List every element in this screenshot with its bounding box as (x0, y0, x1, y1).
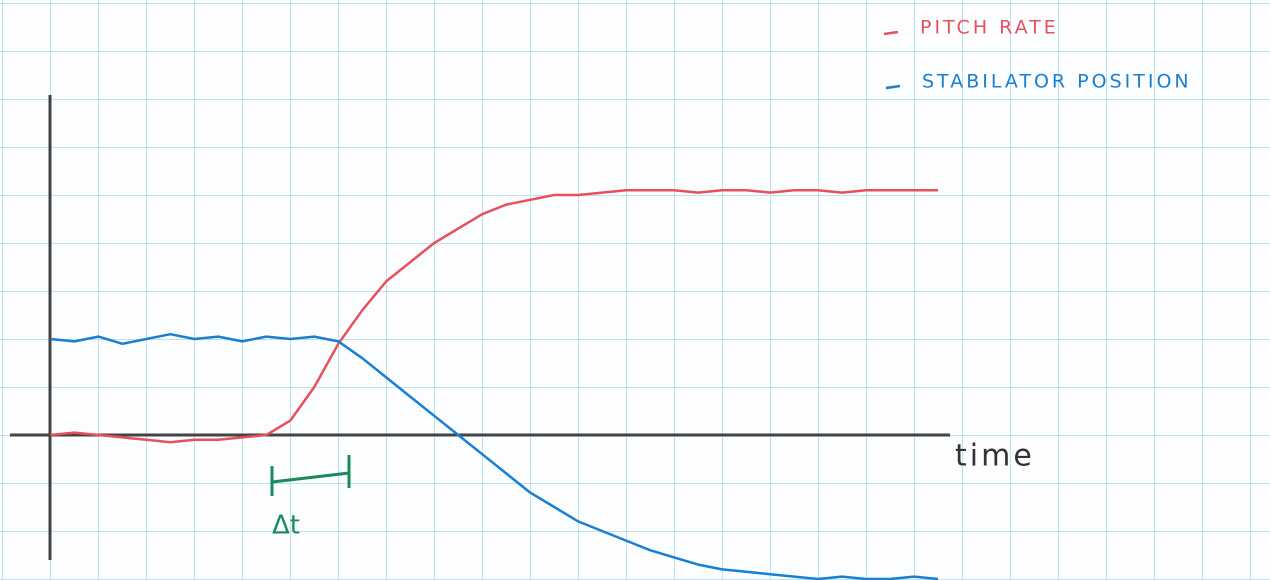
series-line (50, 334, 938, 579)
legend-swatch (884, 32, 898, 34)
page: time Δt PITCH RATESTABILATOR POSITION ((… (0, 0, 1270, 580)
legend: PITCH RATE STABILATOR POSITION (884, 17, 1192, 93)
annotation: Δt (272, 511, 300, 541)
legend-swatch (886, 86, 900, 88)
bracket-span (272, 473, 349, 482)
series-line (50, 190, 938, 442)
x-axis-label: time (955, 439, 1035, 474)
chart: time Δt PITCH RATE STABILATOR POSITION (0, 0, 1270, 580)
delta-t-bracket (272, 455, 349, 496)
legend-label: PITCH RATE (920, 17, 1059, 39)
legend-label: STABILATOR POSITION (922, 71, 1192, 93)
